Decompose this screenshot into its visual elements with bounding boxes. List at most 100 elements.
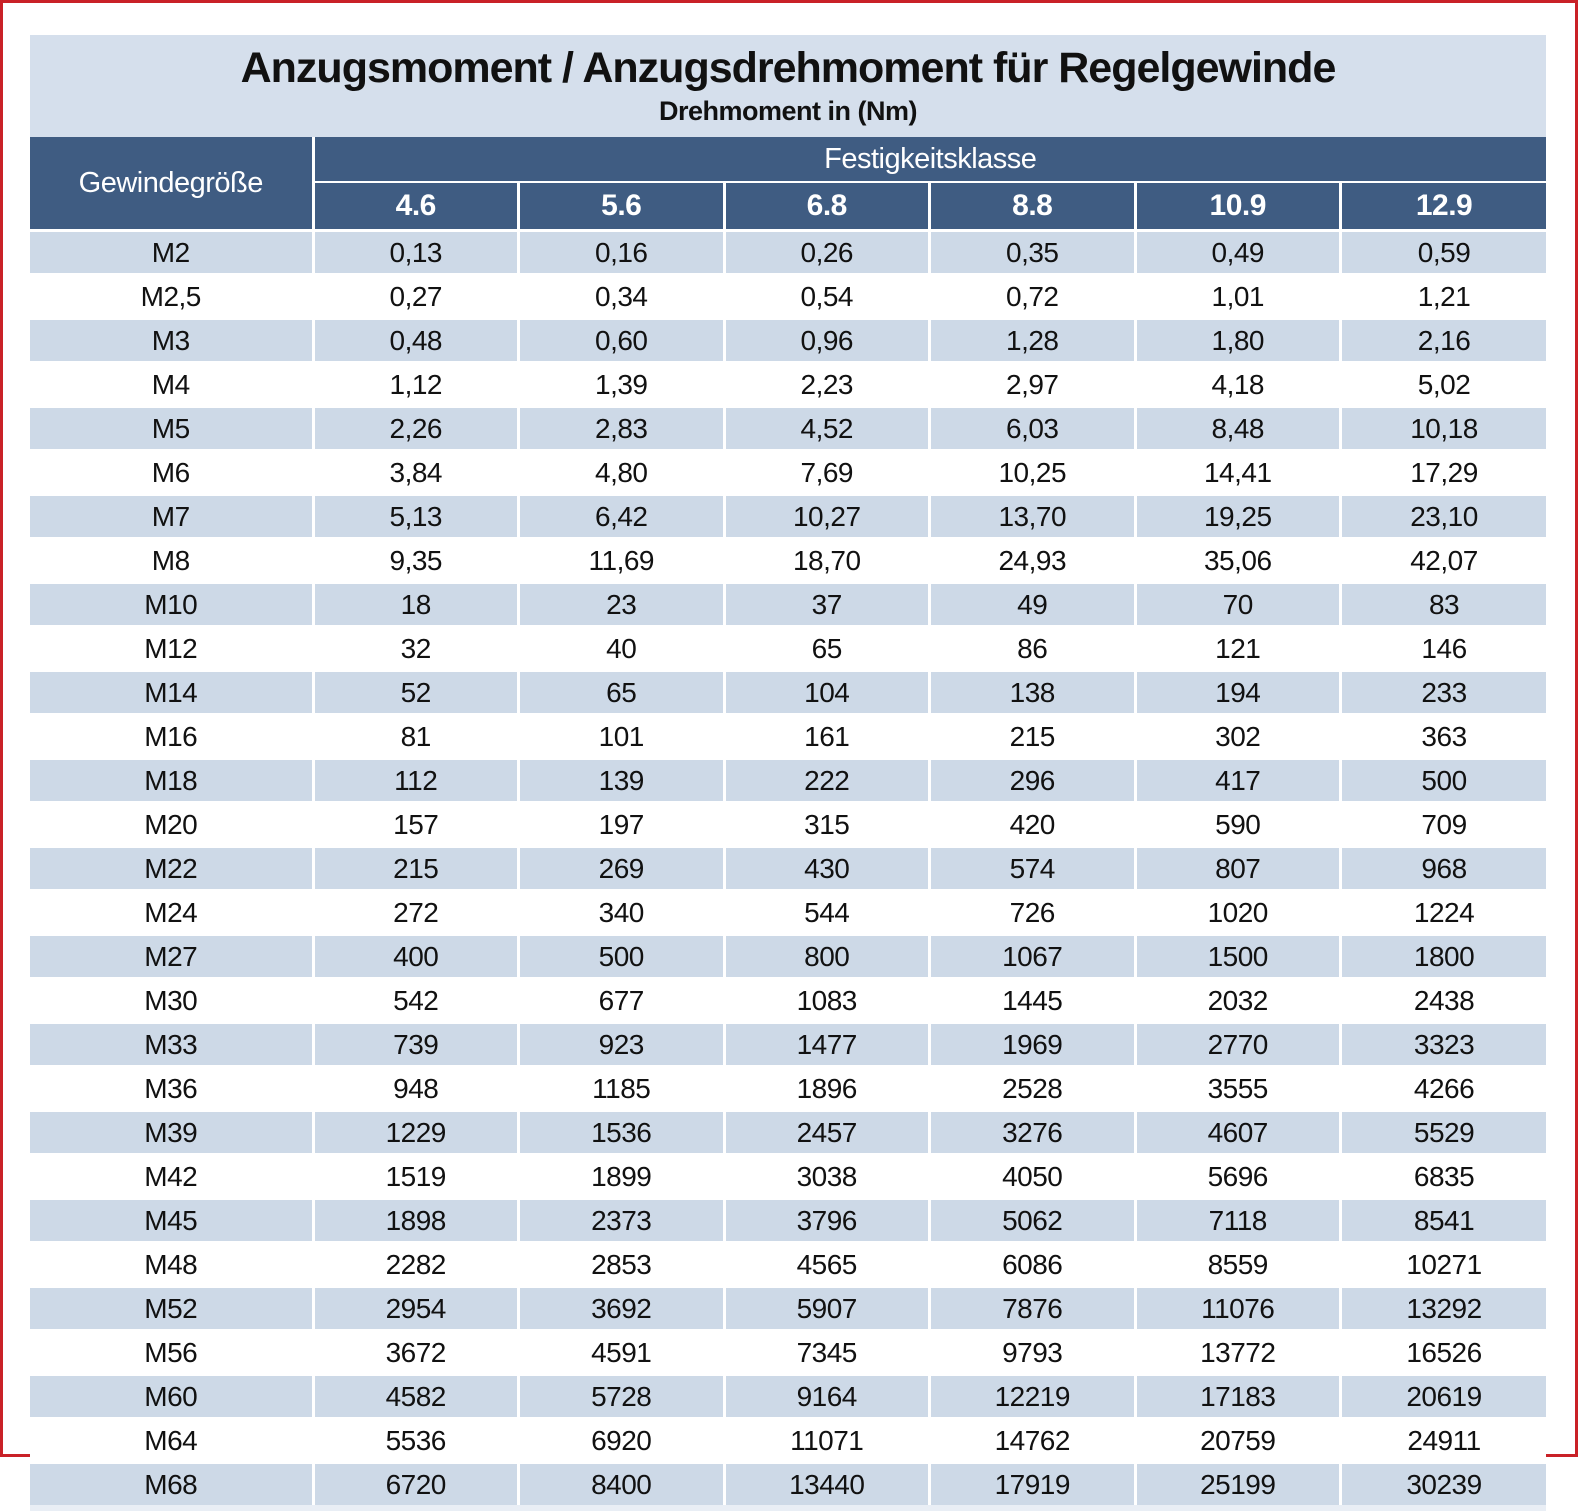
torque-value-cell: 11071: [722, 1417, 930, 1463]
table-row: M42 1519 1899 3038 4050 5696 6835: [30, 1153, 1547, 1199]
table-row: M14 52 65 104 138 194 233: [30, 669, 1547, 715]
torque-value-cell: 12219: [928, 1373, 1135, 1419]
torque-value-cell: 1896: [722, 1065, 930, 1111]
torque-value-cell: 13772: [1133, 1329, 1341, 1375]
torque-value-cell: 0,26: [722, 229, 930, 275]
torque-value-cell: 0,27: [311, 273, 519, 319]
torque-value-cell: 157: [311, 801, 519, 847]
table-row: M12 32 40 65 86 121 146: [30, 625, 1547, 671]
torque-value-cell: 4,80: [517, 449, 724, 495]
torque-value-cell: 2,26: [311, 405, 519, 451]
col-header-thread-size: Gewindegröße: [30, 137, 313, 231]
torque-value-cell: 1224: [1339, 889, 1547, 935]
torque-value-cell: 197: [517, 801, 724, 847]
thread-size-cell: M56: [30, 1329, 313, 1375]
torque-value-cell: 18,70: [722, 537, 930, 583]
torque-value-cell: 1,01: [1133, 273, 1341, 319]
torque-value-cell: 0,60: [517, 317, 724, 363]
thread-size-cell: M36: [30, 1065, 313, 1111]
torque-value-cell: 0,59: [1339, 229, 1547, 275]
torque-value-cell: 14,41: [1133, 449, 1341, 495]
table-row: M64 5536 6920 11071 14762 20759 24911: [30, 1417, 1547, 1463]
torque-value-cell: 2528: [928, 1065, 1135, 1111]
thread-size-cell: M52: [30, 1285, 313, 1331]
torque-value-cell: 25199: [1133, 1461, 1341, 1505]
table-row: M60 4582 5728 9164 12219 17183 20619: [30, 1373, 1547, 1419]
torque-value-cell: 49: [928, 581, 1135, 627]
torque-value-cell: 5,02: [1339, 361, 1547, 407]
torque-value-cell: 0,96: [722, 317, 930, 363]
table-row: M45 1898 2373 3796 5062 7118 8541: [30, 1197, 1547, 1243]
torque-value-cell: 146: [1339, 625, 1547, 671]
torque-value-cell: 4050: [928, 1153, 1135, 1199]
thread-size-cell: M3: [30, 317, 313, 363]
torque-value-cell: 3323: [1339, 1021, 1547, 1067]
torque-value-cell: 340: [517, 889, 724, 935]
torque-value-cell: 16526: [1339, 1329, 1547, 1375]
torque-value-cell: 42,07: [1339, 537, 1547, 583]
torque-value-cell: 2,23: [722, 361, 930, 407]
torque-value-cell: 500: [1339, 757, 1547, 803]
torque-value-cell: 1,21: [1339, 273, 1547, 319]
torque-value-cell: 83: [1339, 581, 1547, 627]
torque-value-cell: 2770: [1133, 1021, 1341, 1067]
table-row: M22 215 269 430 574 807 968: [30, 845, 1547, 891]
table-row: M36 948 1185 1896 2528 3555 4266: [30, 1065, 1547, 1111]
torque-value-cell: 6,42: [517, 493, 724, 539]
torque-value-cell: 215: [311, 845, 519, 891]
torque-value-cell: 35,06: [1133, 537, 1341, 583]
torque-value-cell: 0,34: [517, 273, 724, 319]
thread-size-cell: M30: [30, 977, 313, 1023]
strength-class-header: 5.6: [517, 182, 724, 231]
table-row: M2 0,13 0,16 0,26 0,35 0,49 0,59: [30, 229, 1547, 275]
torque-value-cell: 13,70: [928, 493, 1135, 539]
thread-size-cell: M2,5: [30, 273, 313, 319]
thread-size-cell: M5: [30, 405, 313, 451]
torque-value-cell: 968: [1339, 845, 1547, 891]
strength-class-header-row: 4.6 5.6 6.8 8.8 10.9 12.9: [30, 182, 1547, 231]
torque-value-cell: 10,25: [928, 449, 1135, 495]
torque-value-cell: 302: [1133, 713, 1341, 759]
torque-value-cell: 20759: [1133, 1417, 1341, 1463]
table-row: M68 6720 8400 13440 17919 25199 30239: [30, 1461, 1547, 1505]
torque-value-cell: 1519: [311, 1153, 519, 1199]
torque-value-cell: 17,29: [1339, 449, 1547, 495]
table-row: M8 9,35 11,69 18,70 24,93 35,06 42,07: [30, 537, 1547, 583]
table-row: M27 400 500 800 1067 1500 1800: [30, 933, 1547, 979]
torque-value-cell: 19,25: [1133, 493, 1341, 539]
torque-value-cell: 2457: [722, 1109, 930, 1155]
torque-value-cell: 4582: [311, 1373, 519, 1419]
torque-value-cell: 6,03: [928, 405, 1135, 451]
thread-size-cell: M42: [30, 1153, 313, 1199]
torque-value-cell: 1020: [1133, 889, 1341, 935]
torque-value-cell: 1536: [517, 1109, 724, 1155]
torque-value-cell: 30239: [1339, 1461, 1547, 1505]
thread-size-cell: M16: [30, 713, 313, 759]
torque-value-cell: 1969: [928, 1021, 1135, 1067]
torque-value-cell: 65: [722, 625, 930, 671]
torque-value-cell: 3276: [928, 1109, 1135, 1155]
torque-value-cell: 138: [928, 669, 1135, 715]
torque-table-grid: Gewindegröße Festigkeitsklasse 4.6 5.6 6.8…: [30, 137, 1547, 1505]
torque-value-cell: 4607: [1133, 1109, 1341, 1155]
torque-value-cell: 1,28: [928, 317, 1135, 363]
torque-value-cell: 7876: [928, 1285, 1135, 1331]
torque-value-cell: 315: [722, 801, 930, 847]
thread-size-cell: M2: [30, 229, 313, 275]
torque-value-cell: 9164: [722, 1373, 930, 1419]
torque-value-cell: 9793: [928, 1329, 1135, 1375]
torque-value-cell: 9,35: [311, 537, 519, 583]
torque-value-cell: 544: [722, 889, 930, 935]
table-row: M52 2954 3692 5907 7876 11076 13292: [30, 1285, 1547, 1331]
col-header-strength-class-group: Festigkeitsklasse: [311, 137, 1547, 183]
table-row: M3 0,48 0,60 0,96 1,28 1,80 2,16: [30, 317, 1547, 363]
torque-value-cell: 40: [517, 625, 724, 671]
torque-value-cell: 2032: [1133, 977, 1341, 1023]
torque-value-cell: 3038: [722, 1153, 930, 1199]
torque-value-cell: 101: [517, 713, 724, 759]
torque-value-cell: 542: [311, 977, 519, 1023]
table-title: Anzugsmoment / Anzugsdrehmoment für Rege…: [240, 44, 1337, 93]
torque-value-cell: 161: [722, 713, 930, 759]
group-header-row: Gewindegröße Festigkeitsklasse: [30, 137, 1547, 231]
thread-size-cell: M24: [30, 889, 313, 935]
